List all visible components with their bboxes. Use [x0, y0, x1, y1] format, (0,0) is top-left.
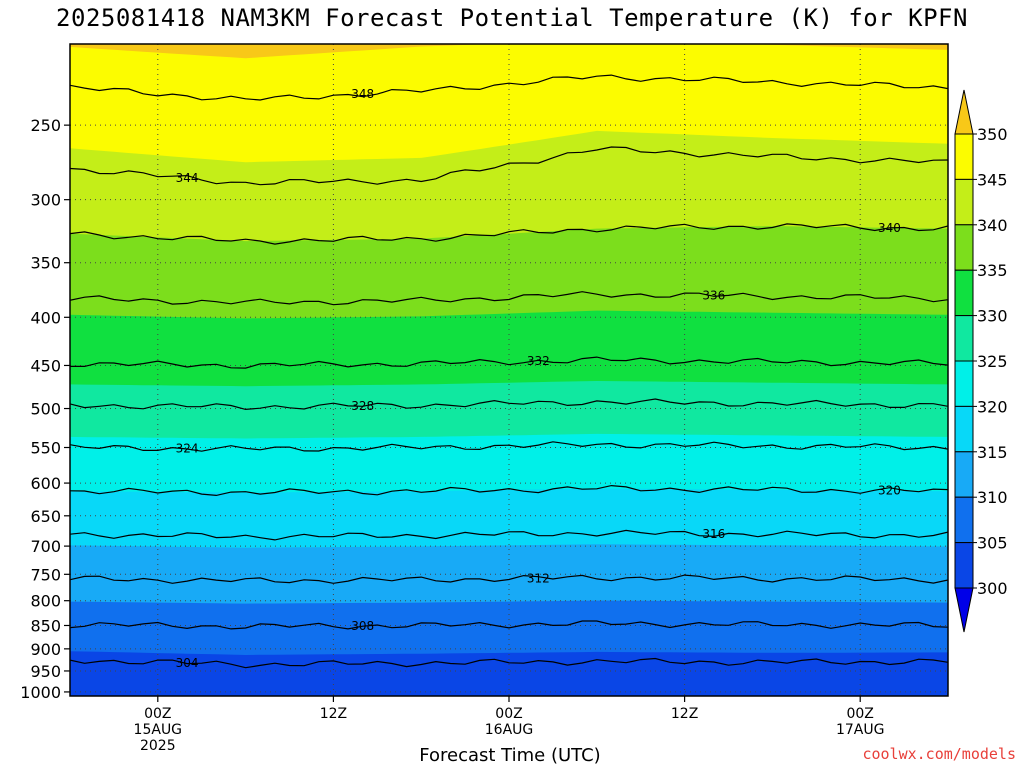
isentrope-label-320: 320	[878, 484, 901, 498]
y-tick-label-700: 700	[30, 537, 61, 556]
x-tick-label-36-0: 12Z	[671, 706, 698, 722]
isentrope-304	[70, 657, 948, 669]
isentrope-336	[70, 291, 948, 306]
x-tick-label-0-2: 2025	[140, 738, 176, 754]
y-tick-label-450: 450	[30, 356, 61, 375]
colorbar-label-335: 335	[977, 261, 1008, 280]
isentrope-308	[70, 620, 948, 630]
credit-text: coolwx.com/models	[862, 745, 1016, 763]
colorbar-seg-310-315	[954, 451, 974, 498]
isentrope-344	[70, 146, 948, 186]
y-tick-label-300: 300	[30, 191, 61, 210]
colorbar-label-320: 320	[977, 397, 1008, 416]
colorbar-extend-top	[954, 89, 974, 135]
y-tick-label-850: 850	[30, 616, 61, 635]
colorbar-label-345: 345	[977, 170, 1008, 189]
isentrope-label-304: 304	[176, 656, 199, 670]
isentrope-label-344: 344	[176, 171, 199, 185]
colorbar-seg-305-310	[954, 496, 974, 544]
isentrope-label-332: 332	[527, 354, 550, 368]
colorbar-seg-325-330	[954, 315, 974, 362]
y-tick-label-750: 750	[30, 565, 61, 584]
y-tick-label-900: 900	[30, 640, 61, 659]
isentrope-label-336: 336	[702, 289, 725, 303]
colorbar-label-350: 350	[977, 125, 1008, 144]
contour-layer: 304 308 312 316 320 324 328 332 336 340 344 348	[70, 74, 948, 670]
colorbar-label-340: 340	[977, 216, 1008, 235]
colorbar-seg-320-325	[954, 360, 974, 407]
colorbar-seg-345-350	[954, 133, 974, 180]
isentrope-340	[70, 223, 948, 245]
x-tick-label-24-1: 16AUG	[485, 722, 534, 738]
colorbar-label-305: 305	[977, 534, 1008, 553]
colorbar-label-300: 300	[977, 579, 1008, 598]
colorbar-seg-335-340	[954, 224, 974, 271]
y-tick-label-800: 800	[30, 592, 61, 611]
isentrope-label-340: 340	[878, 221, 901, 235]
y-tick-label-650: 650	[30, 507, 61, 526]
isentrope-label-348: 348	[351, 87, 374, 101]
colorbar-extend-bottom	[954, 587, 974, 633]
isentrope-label-324: 324	[176, 441, 199, 455]
colorbar-seg-300-305	[954, 542, 974, 589]
x-tick-label-0-1: 15AUG	[134, 722, 183, 738]
isentrope-label-308: 308	[351, 619, 374, 633]
y-tick-label-550: 550	[30, 439, 61, 458]
y-tick-label-950: 950	[30, 662, 61, 681]
isentrope-312	[70, 574, 948, 584]
x-tick-label-48-1: 17AUG	[836, 722, 885, 738]
theta-fill-layer	[70, 44, 948, 696]
y-tick-label-400: 400	[30, 308, 61, 327]
colorbar: 350 345 340 335 330 325 320 315 310 305 300	[954, 89, 1008, 633]
x-axis-title: Forecast Time (UTC)	[419, 745, 601, 766]
x-tick-label-24-0: 00Z	[495, 706, 522, 722]
isentrope-label-312: 312	[527, 571, 550, 585]
theta-band-345-350	[70, 44, 948, 163]
colorbar-seg-315-320	[954, 405, 974, 453]
colorbar-label-315: 315	[977, 443, 1008, 462]
colorbar-label-325: 325	[977, 352, 1008, 371]
y-tick-label-600: 600	[30, 474, 61, 493]
y-tick-label-250: 250	[30, 116, 61, 135]
isentrope-316	[70, 529, 948, 541]
axes-layer: 250 300 350 400 450 500 550 600 650 700 750 800 850 9…	[20, 43, 949, 754]
isentrope-328	[70, 398, 948, 411]
isentrope-label-328: 328	[351, 399, 374, 413]
x-tick-label-12-0: 12Z	[320, 706, 347, 722]
theta-band-350-355	[70, 44, 948, 59]
x-tick-label-48-0: 00Z	[846, 706, 873, 722]
x-tick-label-0-0: 00Z	[144, 706, 171, 722]
y-tick-label-1000: 1000	[20, 683, 61, 702]
colorbar-seg-330-335	[954, 269, 974, 317]
grid-layer	[70, 44, 948, 696]
y-tick-label-500: 500	[30, 400, 61, 419]
isentrope-348	[70, 74, 948, 101]
isentrope-label-316: 316	[702, 527, 725, 541]
colorbar-label-310: 310	[977, 488, 1008, 507]
colorbar-seg-340-345	[954, 178, 974, 226]
isentrope-324	[70, 441, 948, 452]
colorbar-label-330: 330	[977, 307, 1008, 326]
chart-title: 2025081418 NAM3KM Forecast Potential Tem…	[56, 4, 968, 32]
y-tick-label-350: 350	[30, 254, 61, 273]
isentrope-320	[70, 484, 948, 497]
isentrope-332	[70, 356, 948, 369]
